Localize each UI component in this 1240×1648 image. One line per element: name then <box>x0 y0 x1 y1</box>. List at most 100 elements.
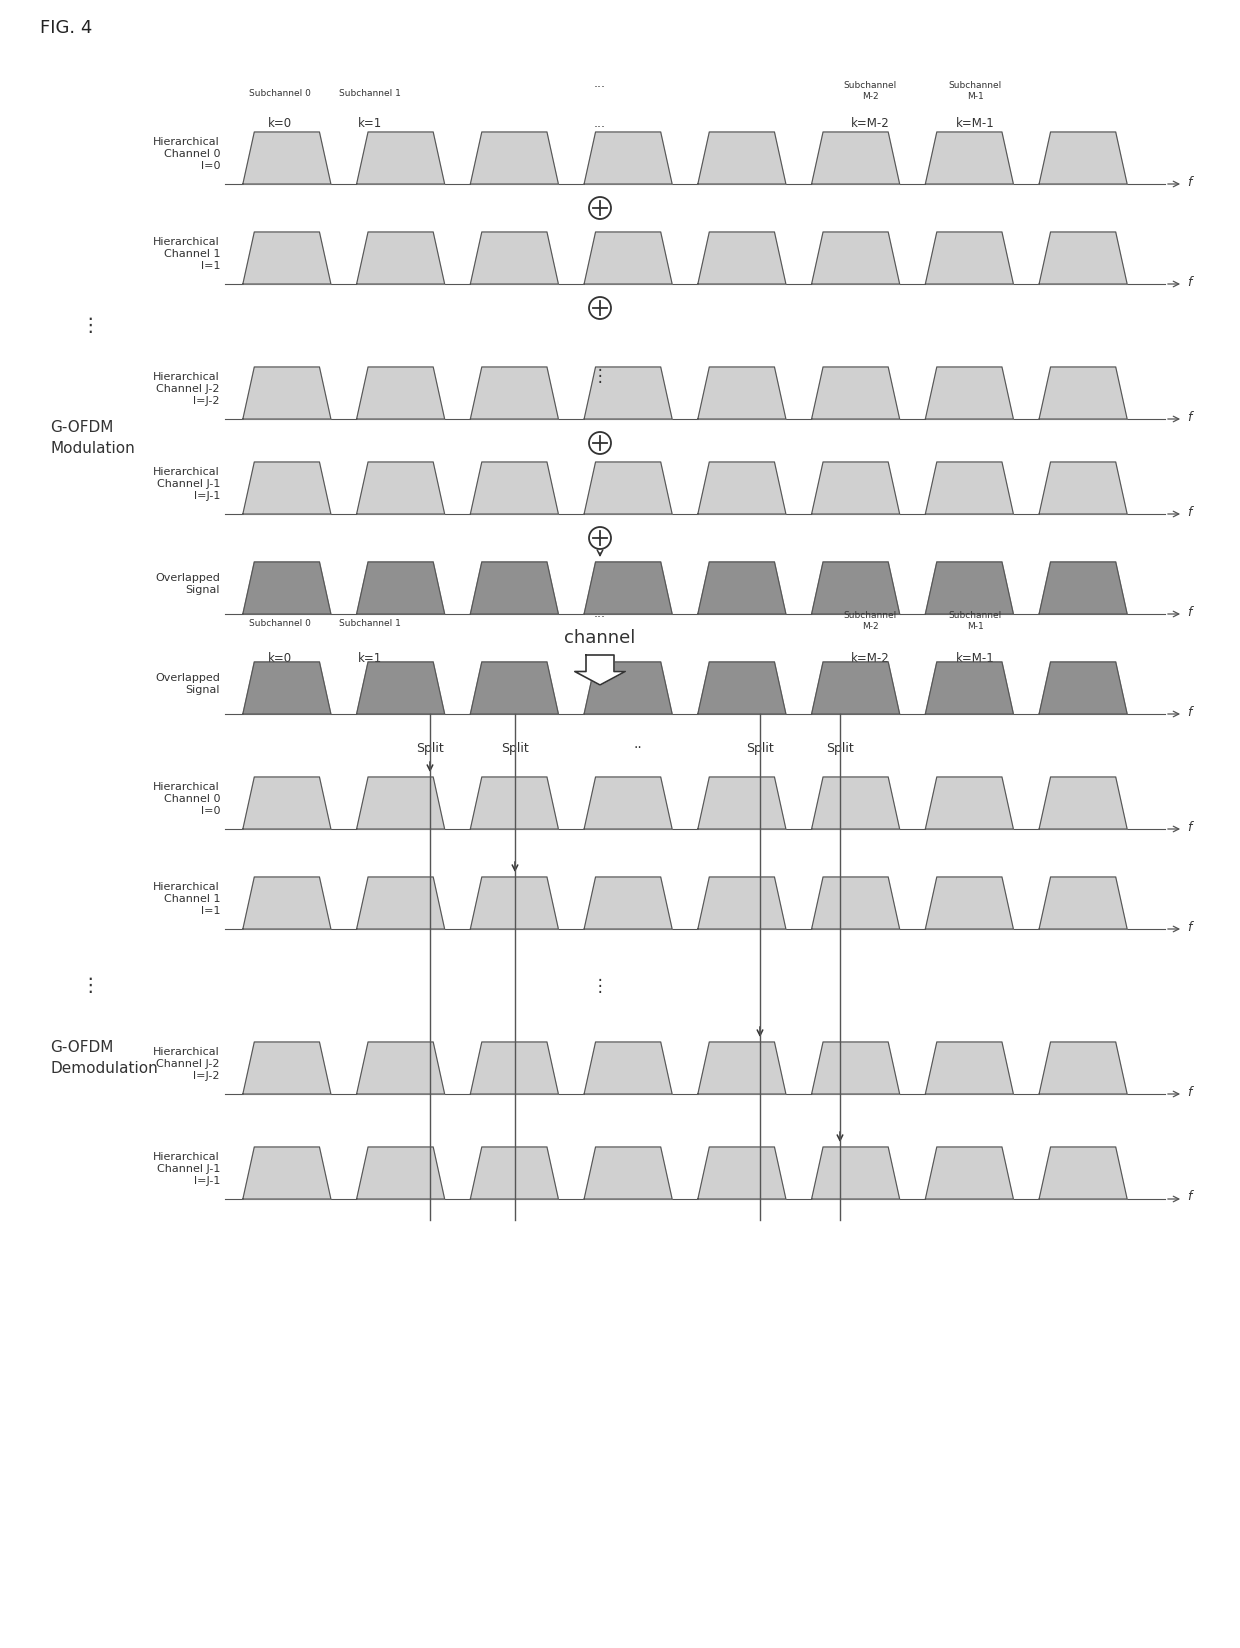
Text: Overlapped
Signal: Overlapped Signal <box>155 574 219 595</box>
Text: Hierarchical
Channel J-1
l=J-1: Hierarchical Channel J-1 l=J-1 <box>154 1152 219 1187</box>
Polygon shape <box>243 132 331 185</box>
Text: channel: channel <box>564 630 636 648</box>
Polygon shape <box>584 1042 672 1094</box>
Polygon shape <box>925 562 1013 615</box>
Text: Subchannel
M-2: Subchannel M-2 <box>843 81 897 101</box>
Text: Subchannel 0: Subchannel 0 <box>249 618 311 628</box>
Polygon shape <box>584 562 672 615</box>
Text: f: f <box>1187 275 1192 288</box>
Text: ...: ... <box>594 76 606 89</box>
Polygon shape <box>243 1042 331 1094</box>
Text: Subchannel 1: Subchannel 1 <box>339 618 401 628</box>
Text: G-OFDM
Modulation: G-OFDM Modulation <box>50 420 135 456</box>
Text: f: f <box>1187 175 1192 188</box>
Polygon shape <box>243 368 331 419</box>
Polygon shape <box>812 776 900 829</box>
Text: Subchannel 0: Subchannel 0 <box>249 89 311 97</box>
Polygon shape <box>243 562 331 615</box>
Text: Hierarchical
Channel 1
l=1: Hierarchical Channel 1 l=1 <box>154 237 219 272</box>
Text: ··: ·· <box>634 742 642 755</box>
Polygon shape <box>925 132 1013 185</box>
Polygon shape <box>1039 776 1127 829</box>
Polygon shape <box>470 232 558 283</box>
Text: ⋮: ⋮ <box>81 976 99 995</box>
Polygon shape <box>812 232 900 283</box>
Polygon shape <box>584 1147 672 1200</box>
Polygon shape <box>575 654 625 686</box>
Polygon shape <box>698 368 786 419</box>
Polygon shape <box>1039 232 1127 283</box>
Polygon shape <box>925 776 1013 829</box>
Text: k=M-1: k=M-1 <box>956 117 994 130</box>
Polygon shape <box>470 562 558 615</box>
Polygon shape <box>812 562 900 615</box>
Polygon shape <box>1039 461 1127 514</box>
Text: Split: Split <box>746 742 774 755</box>
Text: Split: Split <box>417 742 444 755</box>
Polygon shape <box>925 368 1013 419</box>
Text: ⋮: ⋮ <box>81 316 99 335</box>
Polygon shape <box>925 662 1013 714</box>
Polygon shape <box>470 877 558 929</box>
Text: Subchannel
M-1: Subchannel M-1 <box>949 611 1002 631</box>
Text: Hierarchical
Channel 1
l=1: Hierarchical Channel 1 l=1 <box>154 882 219 916</box>
Polygon shape <box>698 232 786 283</box>
Polygon shape <box>698 877 786 929</box>
Text: Split: Split <box>826 742 854 755</box>
Polygon shape <box>357 461 445 514</box>
Polygon shape <box>470 1147 558 1200</box>
Polygon shape <box>243 776 331 829</box>
Polygon shape <box>584 368 672 419</box>
Text: Hierarchical
Channel J-2
l=J-2: Hierarchical Channel J-2 l=J-2 <box>154 1046 219 1081</box>
Polygon shape <box>357 1147 445 1200</box>
Polygon shape <box>1039 132 1127 185</box>
Polygon shape <box>1039 368 1127 419</box>
Text: k=0: k=0 <box>268 117 293 130</box>
Text: Split: Split <box>501 742 529 755</box>
Text: f: f <box>1187 605 1192 618</box>
Polygon shape <box>925 461 1013 514</box>
Polygon shape <box>357 232 445 283</box>
Polygon shape <box>470 461 558 514</box>
Text: k=1: k=1 <box>358 651 382 664</box>
Polygon shape <box>698 662 786 714</box>
Polygon shape <box>812 662 900 714</box>
Polygon shape <box>243 461 331 514</box>
Polygon shape <box>584 461 672 514</box>
Polygon shape <box>812 368 900 419</box>
Polygon shape <box>584 662 672 714</box>
Polygon shape <box>470 1042 558 1094</box>
Text: k=1: k=1 <box>358 117 382 130</box>
Polygon shape <box>584 877 672 929</box>
Polygon shape <box>1039 1042 1127 1094</box>
Polygon shape <box>470 662 558 714</box>
Polygon shape <box>243 1147 331 1200</box>
Text: Subchannel
M-2: Subchannel M-2 <box>843 611 897 631</box>
Polygon shape <box>470 368 558 419</box>
Polygon shape <box>1039 662 1127 714</box>
Text: f: f <box>1187 921 1192 933</box>
Text: f: f <box>1187 1086 1192 1099</box>
Text: Subchannel 1: Subchannel 1 <box>339 89 401 97</box>
Polygon shape <box>698 562 786 615</box>
Polygon shape <box>812 132 900 185</box>
Polygon shape <box>698 776 786 829</box>
Polygon shape <box>812 461 900 514</box>
Text: k=M-1: k=M-1 <box>956 651 994 664</box>
Polygon shape <box>470 132 558 185</box>
Polygon shape <box>698 1042 786 1094</box>
Polygon shape <box>698 132 786 185</box>
Text: k=M-2: k=M-2 <box>851 117 889 130</box>
Polygon shape <box>357 1042 445 1094</box>
Polygon shape <box>812 1147 900 1200</box>
Polygon shape <box>812 877 900 929</box>
Polygon shape <box>357 776 445 829</box>
Text: f: f <box>1187 506 1192 519</box>
Polygon shape <box>357 132 445 185</box>
Text: f: f <box>1187 1190 1192 1203</box>
Text: ...: ... <box>594 606 606 620</box>
Polygon shape <box>357 877 445 929</box>
Text: Hierarchical
Channel J-1
l=J-1: Hierarchical Channel J-1 l=J-1 <box>154 466 219 501</box>
Text: f: f <box>1187 821 1192 834</box>
Text: Hierarchical
Channel J-2
l=J-2: Hierarchical Channel J-2 l=J-2 <box>154 371 219 407</box>
